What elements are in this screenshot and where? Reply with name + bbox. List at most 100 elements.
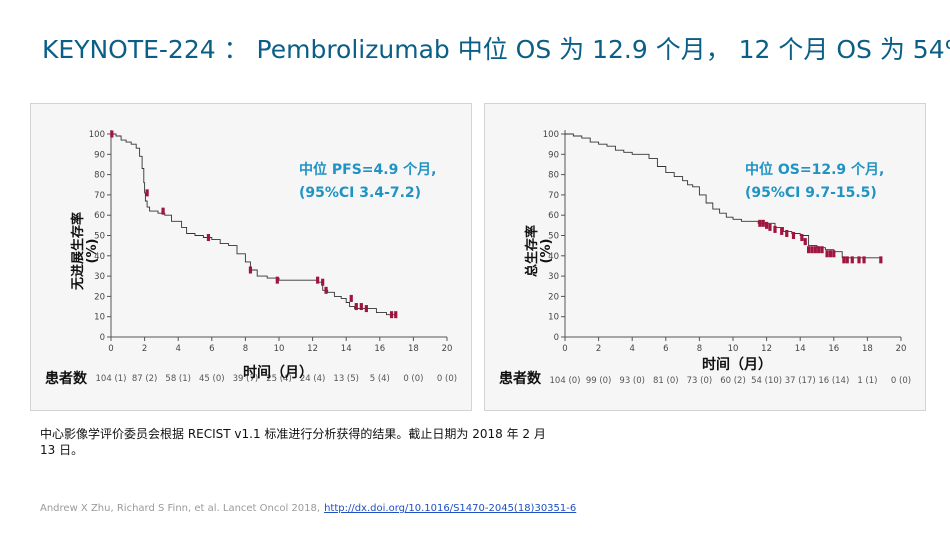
pfs-at-risk-value: 87 (2) bbox=[132, 374, 158, 384]
pfs-x-tick-label: 6 bbox=[209, 344, 214, 354]
pfs-censor-mark bbox=[394, 311, 398, 319]
os-censor-mark bbox=[785, 229, 789, 237]
os-y-tick-label: 20 bbox=[548, 292, 559, 302]
os-x-tick-label: 10 bbox=[728, 344, 739, 354]
pfs-median-line2: (95%CI 3.4-7.2) bbox=[299, 185, 422, 201]
os-censor-mark bbox=[820, 246, 824, 254]
os-x-tick-label: 12 bbox=[761, 344, 772, 354]
os-censor-mark bbox=[803, 238, 807, 246]
os-at-risk-value: 73 (0) bbox=[687, 376, 713, 386]
pfs-km-chart: 0 10 20 30 40 50 60 70 80 90 100 0 2 4 6 8 10 12 14 16 18 20 1… bbox=[89, 130, 457, 384]
os-x-axis-label: 时间（月） bbox=[702, 357, 772, 373]
os-y-tick-label: 30 bbox=[548, 272, 559, 282]
os-censor-mark bbox=[857, 256, 861, 264]
pfs-censor-mark bbox=[359, 303, 363, 311]
pfs-at-risk-value: 104 (1) bbox=[96, 374, 127, 384]
pfs-y-axis-label-line1: 无进展生存率 bbox=[71, 212, 86, 291]
pfs-survival-curve bbox=[111, 133, 397, 316]
pfs-median-annotation: 中位 PFS=4.9 个月, (95%CI 3.4-7.2) bbox=[299, 159, 437, 205]
os-x-tick-label: 18 bbox=[862, 344, 873, 354]
os-at-risk-value: 104 (0) bbox=[550, 376, 581, 386]
citation: Andrew X Zhu, Richard S Finn, et al. Lan… bbox=[40, 503, 576, 514]
os-x-tick-label: 0 bbox=[562, 344, 567, 354]
os-y-tick-label: 50 bbox=[548, 232, 559, 242]
os-censor-mark bbox=[807, 246, 811, 254]
pfs-x-tick-label: 20 bbox=[442, 344, 453, 354]
os-chart-panel: 0 10 20 30 40 50 60 70 80 90 100 0 2 4 6 8 10 12 14 16 18 20 1… bbox=[484, 103, 926, 411]
os-censor-mark bbox=[800, 234, 804, 242]
pfs-censor-mark bbox=[275, 276, 279, 284]
pfs-at-risk-value: 58 (1) bbox=[165, 374, 191, 384]
os-y-tick-label: 40 bbox=[548, 252, 559, 262]
os-y-tick-label: 60 bbox=[548, 211, 559, 221]
pfs-x-tick-label: 10 bbox=[274, 344, 285, 354]
pfs-y-tick-label: 30 bbox=[94, 272, 105, 282]
pfs-at-risk-value: 0 (0) bbox=[403, 374, 423, 384]
os-censor-mark bbox=[825, 250, 829, 258]
os-median-line2: (95%CI 9.7-15.5) bbox=[745, 185, 877, 201]
pfs-x-tick-label: 12 bbox=[307, 344, 318, 354]
pfs-y-tick-label: 40 bbox=[94, 252, 105, 262]
pfs-at-risk-value: 5 (4) bbox=[370, 374, 390, 384]
pfs-median-line1: 中位 PFS=4.9 个月, bbox=[299, 162, 437, 178]
os-x-tick-label: 20 bbox=[896, 344, 907, 354]
os-censor-mark bbox=[810, 246, 814, 254]
pfs-y-tick-label: 90 bbox=[94, 150, 105, 160]
os-censor-mark bbox=[813, 246, 817, 254]
pfs-y-tick-label: 20 bbox=[94, 292, 105, 302]
os-at-risk-value: 37 (17) bbox=[785, 376, 816, 386]
os-at-risk-value: 99 (0) bbox=[586, 376, 612, 386]
os-at-risk-value: 0 (0) bbox=[891, 376, 911, 386]
os-censor-mark bbox=[773, 225, 777, 233]
os-x-tick-label: 6 bbox=[663, 344, 668, 354]
os-x-tick-label: 8 bbox=[697, 344, 702, 354]
os-x-tick-label: 14 bbox=[795, 344, 806, 354]
pfs-censor-mark bbox=[248, 266, 253, 274]
os-censor-mark bbox=[879, 256, 883, 264]
os-censor-mark bbox=[817, 246, 821, 254]
pfs-censor-mark bbox=[354, 303, 358, 311]
os-at-risk-value: 54 (10) bbox=[751, 376, 782, 386]
os-y-tick-label: 10 bbox=[548, 313, 559, 323]
os-y-tick-label: 0 bbox=[554, 333, 559, 343]
citation-authors: Andrew X Zhu, Richard S Finn, et al. Lan… bbox=[40, 503, 321, 514]
pfs-y-tick-label: 100 bbox=[89, 130, 105, 140]
os-y-axis-label-line2: (%) bbox=[539, 238, 554, 264]
pfs-censor-mark bbox=[349, 294, 353, 302]
pfs-y-axis-label: 无进展生存率 (%) bbox=[71, 186, 100, 316]
os-at-risk-value: 93 (0) bbox=[619, 376, 645, 386]
os-censor-mark bbox=[761, 219, 765, 227]
pfs-censor-mark bbox=[161, 207, 165, 215]
pfs-censor-mark bbox=[110, 130, 114, 138]
footnote: 中心影像学评价委员会根据 RECIST v1.1 标准进行分析获得的结果。截止日… bbox=[40, 427, 546, 457]
pfs-at-risk-value: 25 (4) bbox=[266, 374, 292, 384]
os-at-risk-title: 患者数 bbox=[499, 371, 541, 387]
os-at-risk-value: 1 (1) bbox=[857, 376, 877, 386]
pfs-x-tick-label: 2 bbox=[142, 344, 147, 354]
pfs-at-risk-value: 13 (5) bbox=[333, 374, 359, 384]
os-censor-mark bbox=[765, 221, 769, 229]
os-y-axis-label: 总生存率 (%) bbox=[525, 186, 554, 316]
os-censor-mark bbox=[832, 250, 836, 258]
os-km-chart: 0 10 20 30 40 50 60 70 80 90 100 0 2 4 6 8 10 12 14 16 18 20 1… bbox=[543, 130, 911, 386]
pfs-at-risk-value: 45 (0) bbox=[199, 374, 225, 384]
pfs-at-risk-value: 39 (7) bbox=[233, 374, 259, 384]
pfs-x-tick-label: 16 bbox=[374, 344, 385, 354]
pfs-x-tick-label: 8 bbox=[243, 344, 248, 354]
pfs-at-risk-title: 患者数 bbox=[45, 371, 87, 387]
os-censor-mark bbox=[845, 256, 849, 264]
pfs-censor-mark bbox=[206, 234, 211, 242]
pfs-x-tick-label: 18 bbox=[408, 344, 419, 354]
pfs-y-tick-label: 10 bbox=[94, 313, 105, 323]
pfs-censor-mark bbox=[324, 286, 328, 294]
os-median-annotation: 中位 OS=12.9 个月, (95%CI 9.7-15.5) bbox=[745, 159, 884, 205]
pfs-x-axis-label: 时间（月） bbox=[243, 365, 313, 381]
pfs-censor-mark bbox=[145, 189, 149, 197]
os-x-tick-label: 16 bbox=[828, 344, 839, 354]
pfs-at-risk-value: 0 (0) bbox=[437, 374, 457, 384]
slide-title: KEYNOTE-224 ： Pembrolizumab 中位 OS 为 12.9… bbox=[42, 35, 950, 64]
os-y-axis-label-line1: 总生存率 bbox=[525, 225, 540, 278]
os-x-tick-label: 2 bbox=[596, 344, 601, 354]
pfs-x-tick-label: 0 bbox=[108, 344, 113, 354]
doi-link[interactable]: http://dx.doi.org/10.1016/S1470-2045(18)… bbox=[324, 503, 577, 514]
